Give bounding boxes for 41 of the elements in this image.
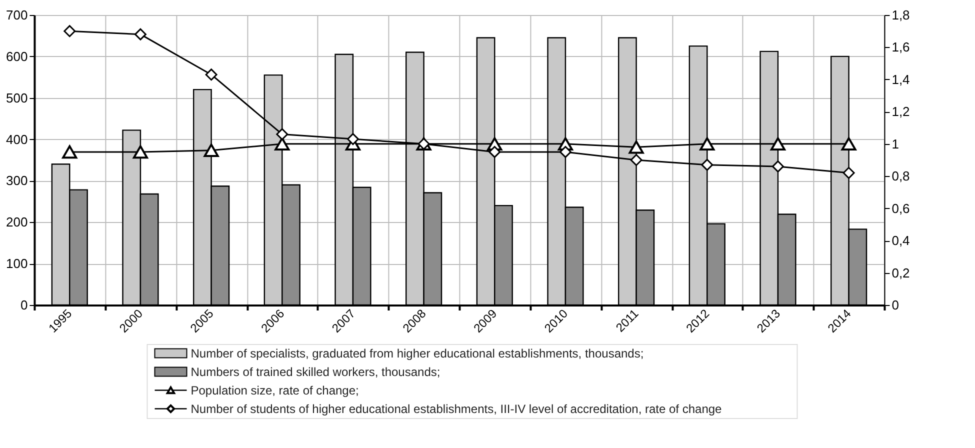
point <box>276 128 288 140</box>
point <box>64 25 76 38</box>
point <box>132 145 148 159</box>
legend-label: Number of students of higher educational establishments, III-IV level of accreditation, rate of change <box>190 402 722 416</box>
point <box>274 137 290 151</box>
y2-tick-label: 0,6 <box>892 200 910 216</box>
point <box>770 137 786 151</box>
y2-tick-label: 1,8 <box>892 8 910 22</box>
y-tick-label: 100 <box>6 256 28 272</box>
legend-label: Population size, rate of change; <box>190 383 359 398</box>
legend-label: Number of specialists, graduated from higher educational establishments, thousands; <box>190 346 644 360</box>
y2-tick-label: 1,6 <box>892 40 910 55</box>
y2-tick-label: 0,2 <box>892 265 910 280</box>
point <box>205 68 218 81</box>
point <box>841 137 856 151</box>
point <box>134 28 146 40</box>
point <box>701 158 714 171</box>
point <box>204 144 219 157</box>
point <box>630 154 642 166</box>
y-tick-label: 700 <box>6 8 28 22</box>
point <box>628 140 644 154</box>
y-tick-label: 0 <box>20 298 28 312</box>
y-tick-label: 300 <box>6 173 28 188</box>
y-tick-label: 400 <box>6 132 28 147</box>
point <box>62 145 78 159</box>
y2-tick-label: 0,4 <box>892 233 910 248</box>
y2-tick-label: 1,2 <box>892 104 910 120</box>
point <box>772 160 784 172</box>
point <box>559 146 572 158</box>
y-tick-label: 500 <box>6 90 28 106</box>
y2-tick-label: 1 <box>892 136 899 152</box>
y2-tick-label: 1,4 <box>892 72 910 87</box>
point <box>346 133 359 146</box>
y2-tick-label: 0 <box>892 298 899 312</box>
y-tick-label: 600 <box>6 48 28 64</box>
point <box>700 137 715 151</box>
legend-label: Numbers of trained skilled workers, thousands; <box>190 364 440 379</box>
point <box>842 166 855 179</box>
y2-tick-label: 0,8 <box>892 168 910 184</box>
y-tick-label: 200 <box>6 214 28 230</box>
point <box>488 146 501 158</box>
